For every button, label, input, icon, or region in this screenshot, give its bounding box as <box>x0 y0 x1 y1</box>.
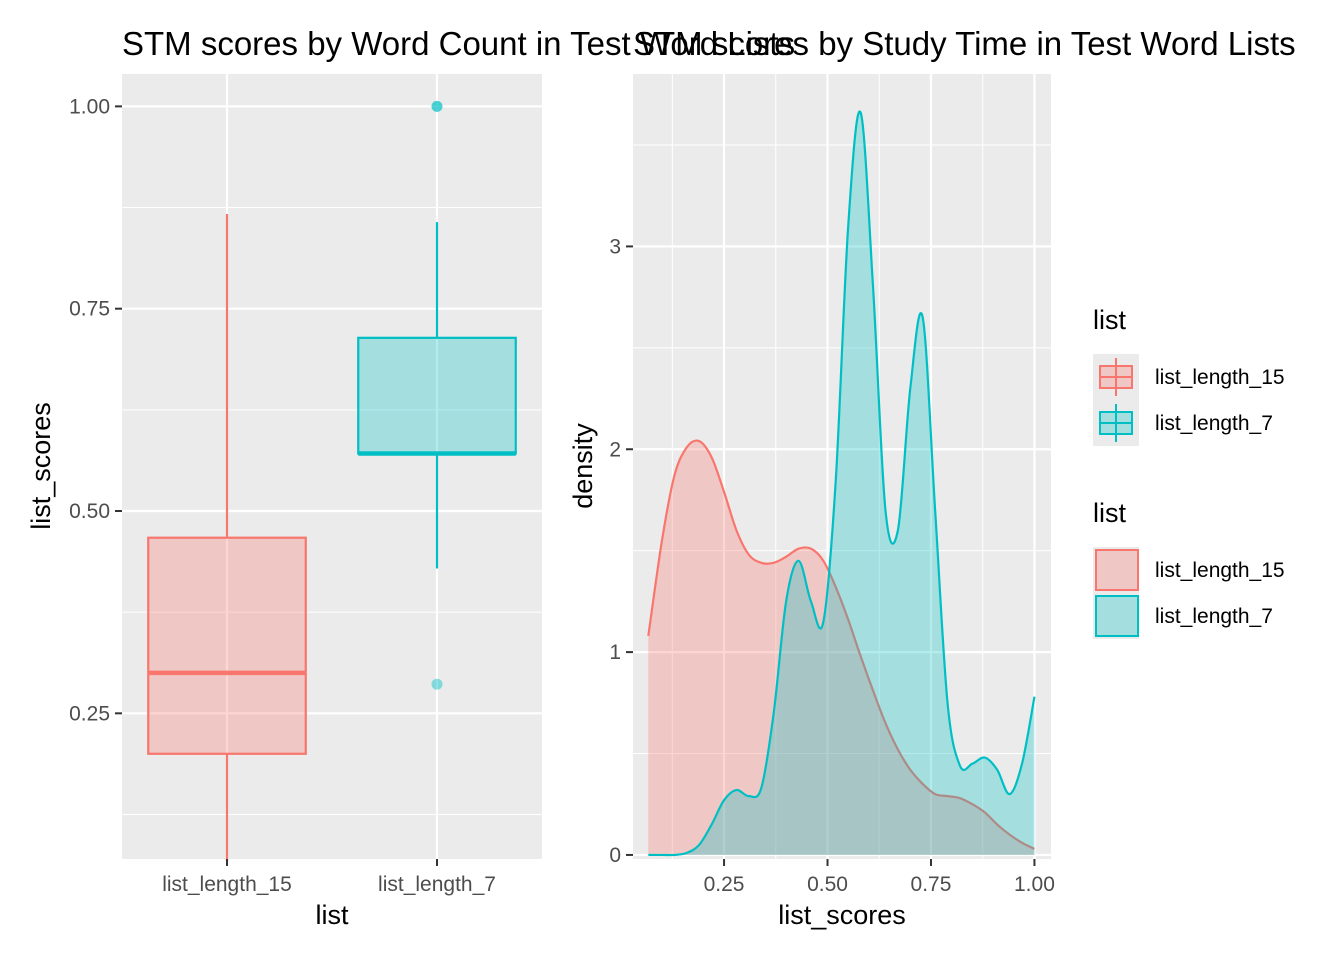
density-x-tick-label: 0.75 <box>911 873 952 896</box>
density-line <box>647 439 1035 850</box>
density-panel-background <box>633 74 1051 859</box>
boxplot-y-tick-label: 0.50 <box>69 500 110 523</box>
legend-label: list_length_7 <box>1155 412 1273 435</box>
legend-title: list <box>1093 498 1126 528</box>
density-y-tick-label: 2 <box>609 438 621 461</box>
legend-key-fill <box>1095 549 1139 591</box>
density-gridlines <box>633 74 1051 859</box>
legend-key-list_length_15 <box>1093 547 1139 593</box>
boxplot-panel-background <box>122 74 542 859</box>
boxplot-axes: 0.25 0.50 0.75 1.00 list_length_15 list_lengt… <box>69 95 496 896</box>
box-body <box>147 536 307 755</box>
legends: listlist_length_15list_length_7listlist_… <box>1093 305 1285 639</box>
boxplot-panel: 0.25 0.50 0.75 1.00 list_length_15 list_lengt… <box>26 25 795 930</box>
density-x-tick-label: 1.00 <box>1014 873 1055 896</box>
legend-label: list_length_7 <box>1155 605 1273 628</box>
outlier-point <box>431 100 443 112</box>
density-y-tick-label: 0 <box>609 844 621 867</box>
legend-key-background <box>1093 547 1139 593</box>
boxplot-y-tick-label: 0.25 <box>69 702 110 725</box>
density-line <box>648 110 1036 857</box>
legend-label: list_length_15 <box>1155 559 1285 582</box>
density-marks <box>647 110 1036 857</box>
box-list_length_7 <box>357 100 517 690</box>
density-area <box>648 440 1035 855</box>
legend-key-list_length_15 <box>1093 354 1139 400</box>
boxplot-x-tick-label: list_length_15 <box>162 873 292 896</box>
boxplot-marks <box>147 100 517 862</box>
legend-key-list_length_7 <box>1093 593 1139 639</box>
legend-key-fill <box>1095 595 1139 637</box>
density-axes: 0.25 0.50 0.75 1.00 0 1 2 3 <box>609 235 1055 896</box>
outlier-point <box>431 100 443 112</box>
legend-label: list_length_15 <box>1155 366 1285 389</box>
boxplot-x-axis-title: list <box>316 900 349 930</box>
box-list_length_15 <box>147 214 307 862</box>
legend-key-list_length_7 <box>1093 400 1139 446</box>
boxplot-x-tick-label: list_length_7 <box>378 873 496 896</box>
density-y-axis-title: density <box>568 423 598 509</box>
boxplot-y-tick-label: 1.00 <box>69 95 110 118</box>
legend-title: list <box>1093 305 1126 335</box>
density-series-list_length_15 <box>647 439 1035 855</box>
density-y-tick-label: 3 <box>609 235 621 258</box>
boxplot-title: STM scores by Word Count in Test Word Li… <box>122 25 795 62</box>
boxplot-y-tick-label: 0.75 <box>69 298 110 321</box>
boxplot-legend: list list_length_15 list_length_7 <box>1093 305 1285 446</box>
density-y-tick-label: 1 <box>609 641 621 664</box>
boxplot-y-axis-title: list_scores <box>26 402 56 530</box>
density-series-list_length_7 <box>648 110 1036 857</box>
box-body <box>357 336 517 455</box>
density-x-tick-label: 0.50 <box>807 873 848 896</box>
density-x-tick-label: 0.25 <box>704 873 745 896</box>
legend-key-background <box>1093 593 1139 639</box>
outlier-point <box>431 678 443 690</box>
density-legend: list list_length_15 list_length_7 <box>1093 498 1285 639</box>
density-area <box>648 111 1035 856</box>
density-panel: 0.25 0.50 0.75 1.00 0 1 2 3 STM scores by Study… <box>568 25 1296 930</box>
density-x-axis-title: list_scores <box>778 900 906 930</box>
density-title: STM scores by Study Time in Test Word Li… <box>633 25 1296 62</box>
